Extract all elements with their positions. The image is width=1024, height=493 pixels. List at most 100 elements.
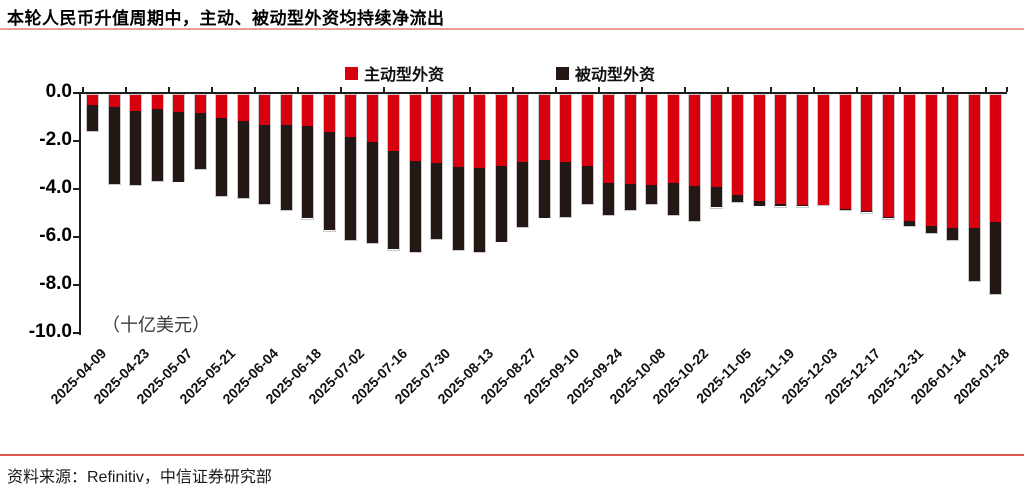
- bar-segment-passive: [409, 161, 421, 252]
- y-axis-tick: [73, 284, 79, 286]
- bar-segment-passive: [474, 168, 485, 252]
- bar-2025-06-11: [279, 94, 293, 211]
- bar-segment-active: [646, 95, 657, 185]
- x-axis-tick: [468, 87, 471, 92]
- bar-segment-active: [581, 95, 593, 166]
- x-axis-tick: [812, 87, 815, 92]
- bar-segment-active: [861, 95, 872, 211]
- bar-segment-active: [689, 95, 700, 186]
- bar-2025-12-24: [881, 94, 895, 220]
- bar-segment-passive: [732, 195, 743, 202]
- bar-2026-01-14: [946, 94, 959, 241]
- bar-segment-passive: [882, 217, 894, 218]
- bar-segment-passive: [302, 126, 313, 218]
- bar-segment-active: [345, 95, 356, 137]
- source-note: 资料来源：Refinitiv，中信证券研究部: [7, 469, 272, 486]
- x-axis-tick: [382, 87, 385, 92]
- bar-2025-05-07: [172, 94, 185, 182]
- bar-segment-active: [151, 95, 163, 109]
- bar-2025-07-02: [344, 94, 357, 241]
- y-tick-label: -8.0: [39, 273, 72, 294]
- x-axis-tick: [597, 87, 600, 92]
- bar-segment-passive: [560, 162, 571, 217]
- y-tick-label: -6.0: [39, 225, 72, 246]
- bar-segment-active: [194, 95, 206, 113]
- y-axis-tick: [73, 140, 79, 142]
- legend-item-active: 主动型外资: [345, 61, 444, 85]
- bar-segment-passive: [237, 121, 249, 198]
- stacked-bar-chart: 0.0 -2.0 -4.0 -6.0 -8.0 -10.0 2025-04-09 2025-0…: [29, 81, 1012, 407]
- x-axis-tick: [640, 87, 643, 92]
- bar-segment-active: [517, 95, 528, 162]
- bar-segment-active: [968, 95, 980, 228]
- bar-2026-01-21: [967, 94, 981, 282]
- x-axis-tick: [511, 87, 514, 92]
- title-divider: [0, 28, 1024, 30]
- bar-2025-10-15: [666, 94, 680, 216]
- x-axis-tick: [683, 87, 686, 92]
- bar-segment-active: [409, 95, 421, 161]
- bar-2025-12-17: [860, 94, 873, 214]
- x-axis-tick: [253, 87, 256, 92]
- x-axis-tick: [124, 87, 127, 92]
- bar-segment-active: [818, 95, 829, 205]
- bar-segment-passive: [452, 167, 464, 250]
- legend-swatch-passive-icon: [556, 66, 570, 80]
- x-axis-tick: [1006, 87, 1008, 92]
- bar-segment-active: [495, 95, 507, 166]
- bar-segment-passive: [710, 187, 722, 207]
- bar-segment-passive: [323, 132, 335, 230]
- bar-segment-passive: [581, 166, 593, 204]
- bar-segment-passive: [194, 113, 206, 169]
- bar-segment-active: [130, 95, 141, 111]
- bar-2025-09-10: [559, 94, 572, 218]
- bar-segment-active: [753, 95, 765, 201]
- bar-2026-01-07: [924, 94, 938, 234]
- bar-2025-04-16: [107, 94, 121, 185]
- bar-segment-active: [259, 95, 270, 125]
- y-axis-tick: [73, 332, 79, 334]
- bar-segment-passive: [861, 211, 872, 212]
- x-axis-tick: [339, 87, 342, 92]
- bar-2025-06-25: [322, 94, 336, 232]
- x-axis-tick: [296, 87, 299, 92]
- bar-segment-passive: [345, 137, 356, 240]
- bar-segment-active: [237, 95, 249, 121]
- bar-segment-active: [87, 95, 98, 105]
- y-axis-tick: [73, 188, 79, 190]
- zero-axis-line: [81, 92, 1007, 94]
- bar-segment-active: [839, 95, 851, 209]
- bar-2025-05-14: [193, 94, 207, 170]
- bar-segment-passive: [904, 221, 915, 226]
- y-tick-label: -2.0: [39, 129, 72, 150]
- bar-segment-active: [710, 95, 722, 187]
- bar-segment-active: [925, 95, 937, 226]
- bar-2025-08-06: [451, 94, 465, 251]
- footer-divider: [0, 454, 1024, 456]
- bar-segment-active: [452, 95, 464, 167]
- y-axis-tick: [73, 92, 79, 94]
- bar-segment-passive: [968, 228, 980, 281]
- bar-segment-passive: [108, 107, 120, 184]
- bar-segment-passive: [990, 222, 1001, 294]
- x-axis-tick: [81, 87, 84, 92]
- page-title: 本轮人民币升值周期中，主动、被动型外资均持续净流出: [7, 9, 445, 28]
- bar-segment-active: [603, 95, 614, 183]
- bar-2025-07-30: [430, 94, 443, 240]
- bar-segment-active: [624, 95, 636, 184]
- legend-label-active: 主动型外资: [364, 67, 445, 84]
- bar-segment-passive: [388, 151, 399, 249]
- bar-segment-passive: [517, 162, 528, 227]
- bar-2025-09-24: [602, 94, 615, 216]
- x-axis-tick: [769, 87, 772, 92]
- bar-segment-passive: [280, 125, 292, 210]
- x-axis-tick: [898, 87, 901, 92]
- bar-2025-08-20: [494, 94, 508, 242]
- bar-2025-05-28: [236, 94, 250, 199]
- bar-segment-passive: [646, 185, 657, 204]
- bar-2025-06-04: [258, 94, 271, 205]
- bar-segment-passive: [839, 209, 851, 210]
- bar-segment-passive: [689, 186, 700, 221]
- bar-segment-passive: [753, 201, 765, 206]
